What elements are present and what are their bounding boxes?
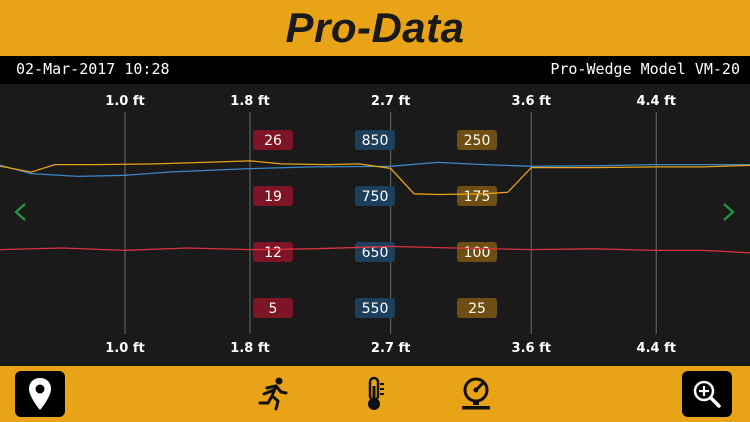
app-title: Pro-Data: [285, 4, 465, 51]
scale-badge-blue: [355, 186, 395, 206]
scroll-right-icon[interactable]: [723, 203, 735, 221]
running-person-icon: [258, 377, 288, 411]
scale-label-gold: 100: [464, 245, 491, 261]
model-label: Pro-Wedge Model VM-20: [550, 60, 740, 78]
x-tick-label-top: 3.6 ft: [512, 94, 551, 109]
scale-badge-gold: [457, 242, 497, 262]
scale-label-red: 26: [264, 133, 282, 149]
x-tick-label-bottom: 3.6 ft: [512, 341, 551, 356]
location-button[interactable]: [15, 371, 65, 417]
x-tick-label-top: 1.0 ft: [105, 94, 144, 109]
scale-badge-gold: [457, 130, 497, 150]
scale-badge-red: [253, 130, 293, 150]
thermometer-icon: [368, 376, 384, 410]
scale-badge-gold: [457, 186, 497, 206]
series-line-blue: [0, 161, 750, 178]
info-bar: 02-Mar-2017 10:28 Pro-Wedge Model VM-20: [0, 56, 750, 84]
scale-badge-blue: [355, 130, 395, 150]
x-tick-label-bottom: 2.7 ft: [371, 341, 410, 356]
header-bar: Pro-Data: [0, 0, 750, 56]
chart-area[interactable]: 1.0 ft 1.8 ft 2.7 ft 3.6 ft 4.4 ft 1.0 ft 1.8…: [0, 84, 750, 366]
scale-badge-gold: [457, 298, 497, 318]
scale-badge-red: [253, 298, 293, 318]
x-tick-label-bottom: 1.0 ft: [105, 341, 144, 356]
scale-label-red: 19: [264, 189, 282, 205]
temperature-button[interactable]: [356, 376, 392, 412]
x-tick-label-bottom: 4.4 ft: [637, 341, 676, 356]
scale-label-blue: 750: [362, 189, 389, 205]
scale-label-gold: 25: [468, 301, 486, 317]
datetime-label: 02-Mar-2017 10:28: [16, 60, 170, 78]
x-tick-label-top: 2.7 ft: [371, 94, 410, 109]
zoom-in-icon: [693, 380, 721, 408]
scale-label-blue: 550: [362, 301, 389, 317]
scale-label-red: 5: [269, 301, 278, 317]
zoom-button[interactable]: [682, 371, 732, 417]
map-pin-icon: [29, 378, 51, 410]
x-tick-label-bottom: 1.8 ft: [230, 341, 269, 356]
series-line-gold: [0, 160, 750, 196]
pressure-button[interactable]: [458, 376, 494, 412]
series-line-red: [0, 245, 750, 254]
scale-label-red: 12: [264, 245, 282, 261]
scale-badge-red: [253, 242, 293, 262]
scroll-left-icon[interactable]: [14, 203, 26, 221]
scale-label-gold: 250: [464, 133, 491, 149]
scale-badge-red: [253, 186, 293, 206]
activity-button[interactable]: [255, 376, 291, 412]
scale-label-blue: 850: [362, 133, 389, 149]
gauge-icon: [462, 377, 490, 410]
scale-label-blue: 650: [362, 245, 389, 261]
scale-badge-blue: [355, 298, 395, 318]
toolbar: [0, 366, 750, 422]
x-tick-label-top: 1.8 ft: [230, 94, 269, 109]
scale-label-gold: 175: [464, 189, 491, 205]
chart-svg[interactable]: 1.0 ft 1.8 ft 2.7 ft 3.6 ft 4.4 ft 1.0 ft 1.8…: [0, 84, 750, 366]
x-tick-label-top: 4.4 ft: [637, 94, 676, 109]
